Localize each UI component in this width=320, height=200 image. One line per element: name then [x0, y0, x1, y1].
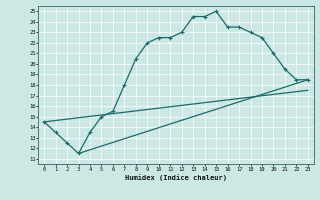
X-axis label: Humidex (Indice chaleur): Humidex (Indice chaleur) [125, 174, 227, 181]
